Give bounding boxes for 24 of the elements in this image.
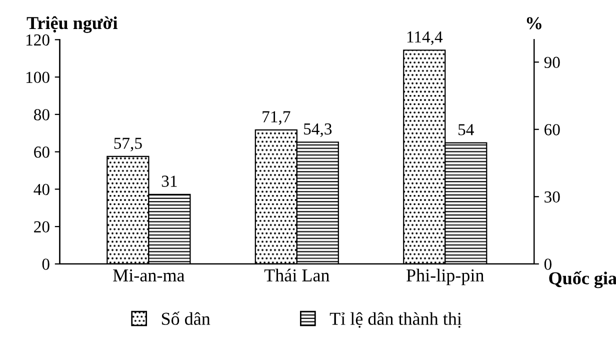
data-label: 54,3 xyxy=(304,123,332,138)
y2-axis-title: % xyxy=(526,17,542,30)
y2-tick-label: 0 xyxy=(544,258,552,270)
y-tick-label: 120 xyxy=(26,34,50,46)
x-tick-label: Phi-lip-pin xyxy=(406,268,484,286)
x-tick-label: Thái Lan xyxy=(264,268,330,282)
data-label: 31 xyxy=(162,176,177,187)
y-tick-label: 0 xyxy=(42,258,50,270)
data-label: 54 xyxy=(458,124,474,136)
y-tick-label: 100 xyxy=(26,72,50,83)
data-label: 114,4 xyxy=(407,31,443,45)
x-tick-label: Mi-an-ma xyxy=(113,269,185,282)
y-tick-label: 20 xyxy=(34,221,50,232)
y-tick-label: 80 xyxy=(34,109,50,120)
y2-tick-label: 90 xyxy=(544,56,560,68)
legend-label: Số dân xyxy=(162,312,210,325)
y2-tick-label: 60 xyxy=(544,124,560,136)
data-label: 71,7 xyxy=(262,111,290,125)
y-tick-label: 60 xyxy=(34,146,50,158)
y2-tick-label: 30 xyxy=(544,191,560,203)
y-axis-title: Triệu người xyxy=(26,16,118,33)
legend-label: Tỉ lệ dân thành thị xyxy=(330,312,462,328)
data-label: 57,5 xyxy=(114,138,142,152)
y-tick-label: 40 xyxy=(34,184,50,196)
